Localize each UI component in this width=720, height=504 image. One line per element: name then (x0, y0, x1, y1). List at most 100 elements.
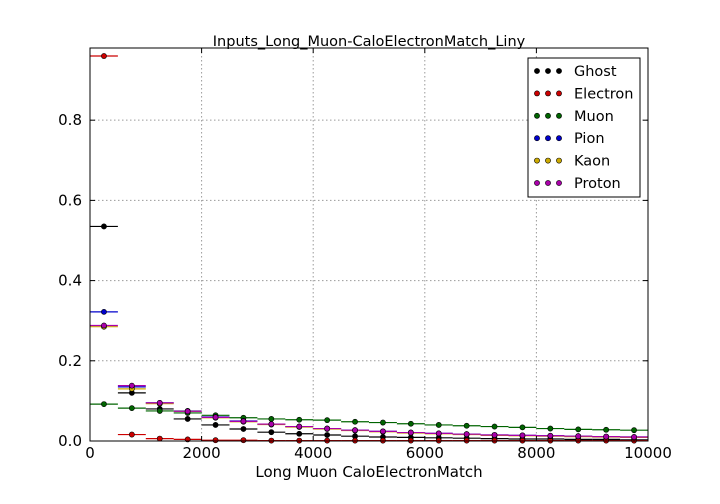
chart-title: Inputs_Long_Muon-CaloElectronMatch_Liny (213, 34, 526, 50)
data-point (268, 416, 275, 422)
data-point (631, 434, 637, 440)
data-point (491, 423, 498, 430)
legend-label: Muon (574, 109, 614, 125)
data-point (156, 435, 163, 442)
data-point (603, 426, 610, 433)
data-point (101, 223, 107, 230)
legend-marker (545, 90, 551, 97)
data-point (296, 423, 303, 430)
data-point (184, 416, 191, 422)
legend-marker (556, 90, 562, 97)
data-point (380, 428, 386, 435)
legend-marker (534, 90, 540, 97)
legend-entry-electron: Electron (534, 86, 633, 102)
legend-marker (545, 135, 551, 142)
legend: Ghost Electron Muon Pion Kaon Proton (527, 57, 641, 198)
data-point (435, 430, 442, 437)
data-point (519, 424, 526, 431)
data-point (268, 421, 275, 428)
data-point (156, 408, 163, 414)
legend-label: Ghost (574, 64, 617, 80)
legend-marker (556, 68, 562, 74)
data-point (519, 432, 526, 439)
data-point (268, 429, 275, 436)
legend-entry-muon: Muon (534, 109, 614, 125)
data-point (240, 426, 247, 432)
legend-entry-kaon: Kaon (534, 154, 610, 170)
legend-marker (534, 157, 540, 164)
data-point (101, 308, 107, 315)
data-point (435, 422, 442, 428)
x-axis-title: Long Muon CaloElectronMatch (255, 463, 482, 481)
data-point (407, 429, 414, 436)
axis-ticks: 0 2000 4000 6000 8000 10000 0.0 0.2 0.4 0.6 0.8 (58, 48, 672, 462)
data-point (128, 405, 135, 412)
y-tick-label: 0.0 (58, 432, 82, 450)
data-point (101, 401, 107, 408)
data-point (603, 433, 610, 440)
legend-marker (556, 180, 562, 186)
x-tick-label: 6000 (406, 444, 444, 462)
legend-label: Electron (574, 86, 633, 102)
y-tick-label: 0.6 (58, 191, 82, 209)
data-point (184, 408, 191, 415)
data-point (352, 427, 358, 434)
legend-marker (556, 157, 562, 164)
data-point (240, 418, 247, 425)
data-point (380, 419, 386, 426)
x-tick-label: 2000 (183, 444, 221, 462)
legend-entry-ghost: Ghost (534, 64, 617, 80)
data-point (212, 437, 219, 444)
legend-marker (556, 112, 562, 119)
data-point (547, 432, 554, 439)
legend-label: Pion (574, 131, 605, 147)
legend-label: Proton (574, 176, 621, 192)
legend-marker (545, 180, 551, 186)
data-point (324, 417, 331, 424)
data-point (463, 431, 470, 438)
x-tick-label: 10000 (624, 444, 672, 462)
x-tick-label: 4000 (294, 444, 332, 462)
legend-marker (534, 180, 540, 186)
data-point (575, 433, 582, 440)
data-point (212, 414, 219, 421)
data-point (128, 382, 135, 389)
series-muon (90, 401, 648, 434)
y-tick-label: 0.4 (58, 272, 82, 290)
data-point (128, 431, 135, 438)
data-point (352, 418, 358, 425)
legend-marker (534, 112, 540, 119)
legend-box (527, 57, 641, 198)
y-tick-label: 0.8 (58, 111, 82, 129)
plot-frame (89, 47, 649, 442)
data-point (407, 420, 414, 427)
data-point (156, 400, 163, 406)
data-point (463, 422, 470, 429)
legend-entry-pion: Pion (534, 131, 605, 147)
data-point (575, 426, 582, 433)
series-proton (90, 322, 648, 440)
x-tick-label: 0 (85, 444, 95, 462)
y-tick-label: 0.2 (58, 352, 82, 370)
legend-marker (534, 68, 540, 74)
legend-entry-proton: Proton (534, 176, 621, 192)
data-point (296, 416, 303, 423)
data-point (296, 430, 303, 437)
legend-label: Kaon (574, 154, 610, 170)
legend-marker (545, 68, 551, 74)
legend-marker (556, 135, 562, 142)
data-point (212, 422, 219, 428)
legend-marker (534, 135, 540, 142)
legend-marker (545, 112, 551, 119)
data-point (631, 427, 637, 434)
data-point (547, 425, 554, 432)
data-point (101, 53, 107, 59)
x-tick-label: 8000 (517, 444, 555, 462)
data-point (491, 432, 498, 438)
data-point (240, 437, 247, 444)
legend-marker (545, 157, 551, 164)
data-point (324, 425, 331, 432)
data-point (324, 432, 331, 438)
data-point (101, 322, 107, 329)
